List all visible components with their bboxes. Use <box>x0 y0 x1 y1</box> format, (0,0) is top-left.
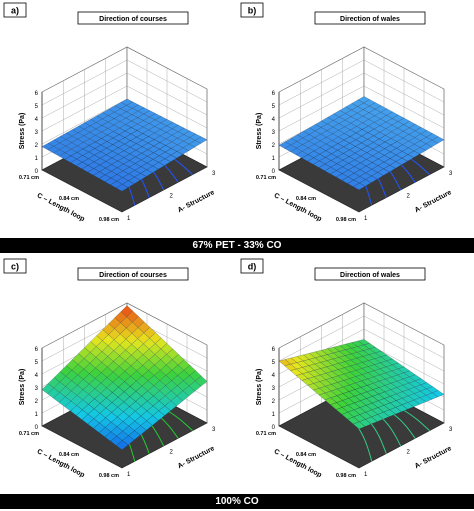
z-tick-label: 5 <box>35 360 39 366</box>
z-tick-label: 4 <box>272 373 276 379</box>
y-tick-label: 0.71 cm <box>19 431 39 437</box>
surface-cell <box>352 182 366 191</box>
z-tick-label: 6 <box>272 91 276 97</box>
x-tick-label: 3 <box>212 171 216 177</box>
tick-labels: 0 1 2 3 4 5 6 1 2 3 0.71 cm 0.84 cm 0.98 cm <box>256 91 453 223</box>
x-tick-label: 2 <box>407 450 411 456</box>
y-tick-label: 0.84 cm <box>296 196 316 202</box>
z-tick-label: 2 <box>272 399 276 405</box>
chart-title: Direction of wales <box>314 267 426 281</box>
z-tick-label: 1 <box>35 156 39 162</box>
z-tick-label: 1 <box>272 412 276 418</box>
z-tick-label: 4 <box>272 117 276 123</box>
chart-panel-d: 0 1 2 3 4 5 6 1 2 3 0.71 cm 0.84 cm 0.98 cm Stress (P… <box>240 258 453 479</box>
chart-title: Direction of courses <box>77 267 189 281</box>
z-tick-label: 4 <box>35 117 39 123</box>
chart-panel-c: 0 1 2 3 4 5 6 1 2 3 0.71 cm 0.84 cm 0.98 cm Stress (P… <box>3 258 216 479</box>
z-tick-label: 2 <box>35 399 39 405</box>
z-axis-label: Stress (Pa) <box>256 369 263 406</box>
z-tick-label: 3 <box>272 386 276 392</box>
z-tick-label: 6 <box>272 347 276 353</box>
panel-label: d) <box>240 258 264 274</box>
chart-title-text: Direction of wales <box>340 16 400 23</box>
contour-line <box>399 407 430 432</box>
y-tick-label: 0.98 cm <box>336 217 356 223</box>
chart-title-text: Direction of wales <box>340 272 400 279</box>
chart-title-text: Direction of courses <box>99 16 167 23</box>
x-tick-label: 2 <box>170 450 174 456</box>
z-tick-label: 4 <box>35 373 39 379</box>
z-tick-label: 2 <box>35 143 39 149</box>
y-tick-label: 0.98 cm <box>99 217 119 223</box>
x-tick-label: 1 <box>127 472 131 478</box>
x-tick-label: 3 <box>449 171 453 177</box>
x-axis-label: A- Structure <box>177 189 216 214</box>
y-tick-label: 0.71 cm <box>19 175 39 181</box>
composition-banner-co: 100% CO <box>0 494 474 509</box>
z-tick-label: 0 <box>272 425 276 431</box>
panel-label-text: d) <box>248 262 257 272</box>
x-axis-label: A- Structure <box>414 445 453 470</box>
z-axis-label: Stress (Pa) <box>19 369 26 406</box>
panel-label: b) <box>240 2 264 18</box>
tick-labels: 0 1 2 3 4 5 6 1 2 3 0.71 cm 0.84 cm 0.98 cm <box>256 347 453 479</box>
chart-panel-b: 0 1 2 3 4 5 6 1 2 3 0.71 cm 0.84 cm 0.98 cm Stress (P… <box>240 2 453 223</box>
y-tick-label: 0.98 cm <box>336 473 356 479</box>
z-tick-label: 5 <box>35 104 39 110</box>
composition-banner-pet-co: 67% PET - 33% CO <box>0 238 474 253</box>
z-tick-label: 6 <box>35 347 39 353</box>
z-tick-label: 2 <box>272 143 276 149</box>
response-surface <box>41 98 208 192</box>
panel-label-text: c) <box>11 262 19 272</box>
chart-title: Direction of wales <box>314 11 426 25</box>
tick-labels: 0 1 2 3 4 5 6 1 2 3 0.71 cm 0.84 cm 0.98 cm <box>19 91 216 223</box>
z-tick-label: 0 <box>35 425 39 431</box>
chart-panel-a: 0 1 2 3 4 5 6 1 2 3 0.71 cm 0.84 cm 0.98 cm Stress (P… <box>3 2 216 223</box>
panel-label: a) <box>3 2 27 18</box>
x-tick-label: 2 <box>170 194 174 200</box>
surface-cell <box>352 421 366 430</box>
z-tick-label: 0 <box>35 169 39 175</box>
x-tick-label: 3 <box>449 427 453 433</box>
y-tick-label: 0.84 cm <box>59 452 79 458</box>
z-tick-label: 0 <box>272 169 276 175</box>
panel-label-text: a) <box>11 6 19 16</box>
z-tick-label: 3 <box>35 386 39 392</box>
chart-title: Direction of courses <box>77 11 189 25</box>
surface-cell <box>115 184 129 192</box>
z-tick-label: 1 <box>35 412 39 418</box>
x-tick-label: 1 <box>364 472 368 478</box>
tick-labels: 0 1 2 3 4 5 6 1 2 3 0.71 cm 0.84 cm 0.98 cm <box>19 347 216 479</box>
z-axis-label: Stress (Pa) <box>19 113 26 150</box>
z-tick-label: 5 <box>272 104 276 110</box>
z-tick-label: 6 <box>35 91 39 97</box>
z-tick-label: 1 <box>272 156 276 162</box>
x-tick-label: 2 <box>407 194 411 200</box>
chart-title-text: Direction of courses <box>99 272 167 279</box>
response-surface <box>278 96 445 191</box>
panel-label: c) <box>3 258 27 274</box>
x-tick-label: 1 <box>127 216 131 222</box>
x-axis-label: A- Structure <box>414 189 453 214</box>
y-tick-label: 0.84 cm <box>296 452 316 458</box>
response-surface <box>278 339 445 430</box>
response-surface <box>41 305 208 450</box>
x-tick-label: 1 <box>364 216 368 222</box>
x-tick-label: 3 <box>212 427 216 433</box>
y-tick-label: 0.71 cm <box>256 431 276 437</box>
y-tick-label: 0.98 cm <box>99 473 119 479</box>
y-tick-label: 0.84 cm <box>59 196 79 202</box>
z-tick-label: 3 <box>35 130 39 136</box>
y-tick-label: 0.71 cm <box>256 175 276 181</box>
x-axis-label: A- Structure <box>177 445 216 470</box>
panel-label-text: b) <box>248 6 257 16</box>
z-axis-label: Stress (Pa) <box>256 113 263 150</box>
surface-cell <box>116 440 129 450</box>
z-tick-label: 3 <box>272 130 276 136</box>
z-tick-label: 5 <box>272 360 276 366</box>
